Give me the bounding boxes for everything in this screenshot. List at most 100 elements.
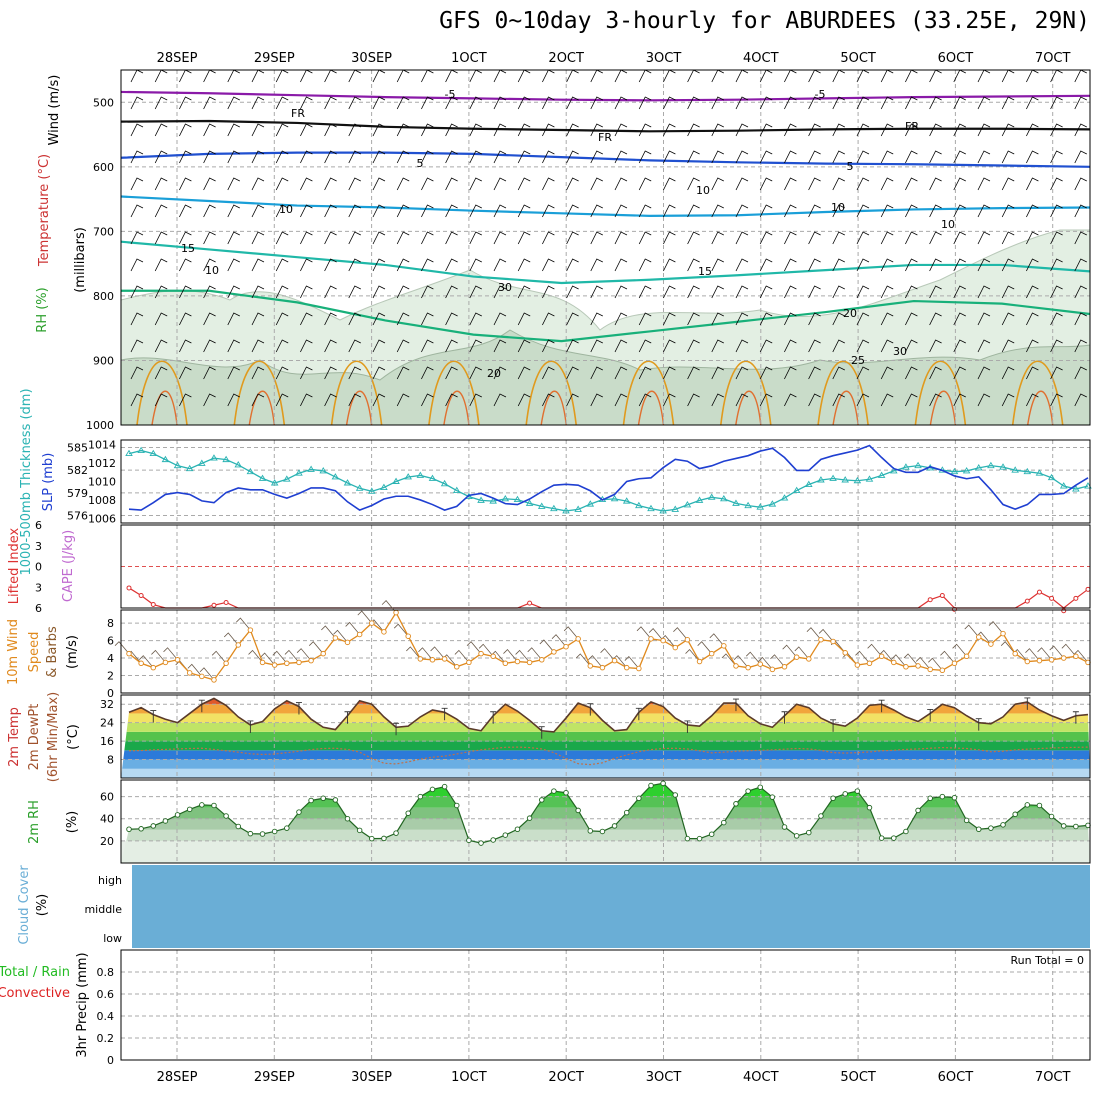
wind-barb [324,204,337,218]
wind-barb [663,393,676,407]
rh-marker [502,832,509,838]
wind-barb [421,123,434,137]
wind10m-marker [793,654,800,660]
date-label-top: 1OCT [451,51,487,66]
wind-barb [179,339,192,353]
wind-barb [517,339,531,353]
thickness-marker [416,471,425,478]
wind-barb [1074,150,1087,164]
wind-barb [977,204,991,218]
wind-barb [324,258,337,272]
thickness-marker [173,461,182,469]
wind10m-marker [526,659,533,666]
wind-barb [977,123,991,137]
ylabel-rh: RH (%) [35,287,50,332]
wind-barb [542,69,555,83]
thickness-marker [210,454,218,461]
wind-barb-10m [199,667,215,681]
thickness-marker [513,495,522,503]
wind-barb [687,393,700,407]
y-tick-label: 8 [107,617,114,630]
isotherm-25 [136,360,188,426]
wind-barb [227,69,240,83]
wind-barb [493,96,507,110]
wind-barb [517,177,531,191]
wind-barb-10m [891,654,907,668]
rh-marker [417,793,424,800]
wind-barb [953,366,966,380]
rh-marker [975,826,982,832]
wind-barb [130,123,144,137]
rh-marker [223,813,229,819]
wind-barb [348,123,361,137]
rh-marker [356,827,363,834]
wind-barb [977,258,991,272]
wind-barb [179,69,192,83]
rh-marker [599,828,606,835]
wind-barb [808,69,821,83]
thickness-marker [1059,482,1068,489]
wind-barb [445,150,458,164]
thickness-marker [489,497,497,504]
ylabel-rh2m: 2m RH [27,800,42,844]
wind-barb [324,123,337,137]
wind-barb [711,285,724,299]
thickness-marker [780,494,789,501]
rh-marker [708,831,715,837]
thickness-tick: 585 [67,442,88,455]
wind-barb [1050,393,1063,407]
wind-barb [421,231,434,245]
wind-barb [832,177,845,191]
wind-barb [590,366,603,380]
wind-barb [203,177,216,191]
thickness-marker [829,474,837,481]
wind10m-marker [186,670,193,676]
wind-barb-10m [430,646,445,660]
wind-barb [905,339,918,353]
thickness-tick: 576 [67,509,88,522]
wind-barb [953,231,966,245]
wind-barb-10m [733,655,749,668]
wind-barb [953,204,966,218]
wind-barb [300,393,313,407]
wind-barb [445,123,458,137]
isotherm-30 [637,390,665,426]
wind10m-marker [308,657,314,664]
y-tick-label: 1000 [86,419,114,432]
wind-barb-10m [114,641,130,654]
wind-barb [880,96,894,110]
wind-barb [856,258,870,272]
wind-barb [130,177,144,191]
rh-marker [478,840,484,846]
wind10m-marker [1060,655,1067,661]
stability-tick: 3 [35,581,42,594]
wind-barb [614,258,628,272]
rh-marker [915,807,921,814]
wind-barb [735,231,749,245]
ylabel-wind10m-a: 10m Wind [6,619,21,685]
rh-tick: 20 [100,835,114,848]
date-label-top: 7OCT [1035,51,1071,66]
wind-barb [469,123,482,137]
wind-barb [759,258,773,272]
lifted-index-marker [1073,595,1079,601]
minmax-bar [1072,711,1079,724]
wind-barb [203,312,216,326]
wind-barb [759,123,773,137]
wind-barb [905,204,918,218]
rh-marker [150,823,157,829]
wind-barb [469,177,482,191]
wind-barb [880,150,894,164]
wind-barb [590,258,603,272]
wind-barb [275,258,289,272]
wind-barb-10m [697,641,712,654]
wind-barb [929,204,942,218]
wind10m-marker [696,658,703,665]
wind-barb-10m [624,655,640,669]
wind-barb [251,150,265,164]
isotherm-30 [443,390,470,426]
wind10m-marker [126,650,132,657]
wind-barb-10m [138,655,154,668]
rh-marker [259,831,266,837]
date-label-bottom: 6OCT [938,1070,974,1085]
